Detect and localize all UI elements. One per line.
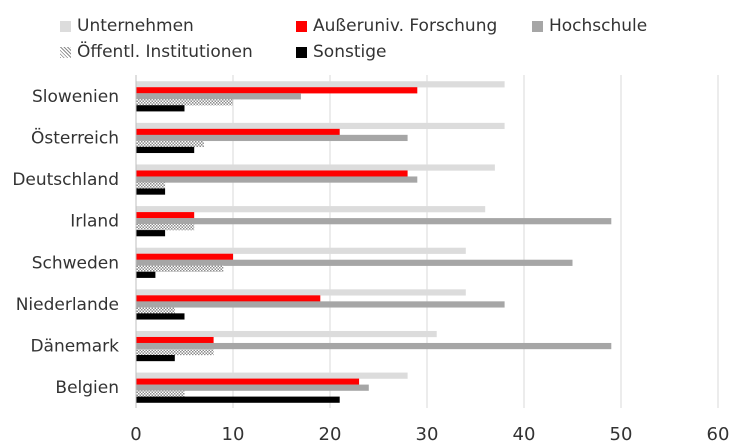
bar-sonstige-niederlande xyxy=(136,313,185,320)
bar-oeffentl-institutionen-belgien xyxy=(136,390,185,397)
category-label-irland: Irland xyxy=(70,212,119,232)
category-label-belgien: Belgien xyxy=(55,378,119,398)
bar-hochschule-schweden xyxy=(136,259,573,266)
x-tick-label: 50 xyxy=(610,424,633,445)
bar-oeffentl-institutionen-oesterreich xyxy=(136,140,204,148)
bar-oeffentl-institutionen-schweden xyxy=(136,265,224,272)
legend-item-unternehmen: Unternehmen xyxy=(60,16,194,36)
bar-oeffentl-institutionen-niederlande xyxy=(136,307,175,314)
bar-oeffentl-institutionen-irland xyxy=(136,224,195,231)
bar-unternehmen-deutschland xyxy=(136,164,495,171)
bar-unternehmen-slowenien xyxy=(136,81,505,88)
bar-sonstige-schweden xyxy=(136,271,156,278)
bar-hochschule-daenemark xyxy=(136,342,612,350)
bar-unternehmen-schweden xyxy=(136,247,466,254)
bar-sonstige-belgien xyxy=(136,396,340,403)
bar-unternehmen-daenemark xyxy=(136,330,437,338)
legend-swatch-unternehmen xyxy=(60,20,71,32)
x-tick-label: 10 xyxy=(222,424,245,445)
legend-label-hochschule: Hochschule xyxy=(549,16,648,36)
bar-oeffentl-institutionen-slowenien xyxy=(136,99,233,106)
legend-item-oeffentl-institutionen: Öffentl. Institutionen xyxy=(60,42,253,62)
bar-oeffentl-institutionen-deutschland xyxy=(136,182,166,189)
legend-label-ausseruniv-forschung: Außeruniv. Forschung xyxy=(313,16,498,36)
bar-hochschule-niederlande xyxy=(136,301,505,308)
bar-ausseruniv-forschung-belgien xyxy=(136,378,360,385)
bar-sonstige-daenemark xyxy=(136,354,175,362)
legend-label-oeffentl-institutionen: Öffentl. Institutionen xyxy=(77,42,253,62)
category-label-daenemark: Dänemark xyxy=(30,337,119,357)
bar-hochschule-belgien xyxy=(136,384,369,391)
axes: 0 10 20 30 40 50 60 Slowenien Österreich Deutschl… xyxy=(12,75,729,445)
x-tick-label: 60 xyxy=(707,424,730,445)
bar-sonstige-deutschland xyxy=(136,188,166,195)
legend-item-sonstige: Sonstige xyxy=(296,42,386,62)
x-tick-label: 30 xyxy=(416,424,439,445)
chart-legend: Unternehmen Außeruniv. Forschung Hochsch… xyxy=(0,0,750,66)
bar-hochschule-deutschland xyxy=(136,176,418,183)
bar-unternehmen-oesterreich xyxy=(136,122,505,130)
category-label-slowenien: Slowenien xyxy=(32,87,119,107)
bar-unternehmen-niederlande xyxy=(136,289,466,296)
category-label-niederlande: Niederlande xyxy=(16,295,119,315)
x-tick-label: 40 xyxy=(513,424,536,445)
bar-ausseruniv-forschung-slowenien xyxy=(136,87,418,94)
category-label-schweden: Schweden xyxy=(32,253,119,273)
legend-swatch-ausseruniv-forschung xyxy=(296,20,307,32)
bars xyxy=(136,81,612,403)
legend-swatch-sonstige xyxy=(296,46,307,58)
category-label-deutschland: Deutschland xyxy=(12,170,119,190)
bar-ausseruniv-forschung-oesterreich xyxy=(136,128,340,136)
bar-sonstige-irland xyxy=(136,230,166,237)
legend-item-hochschule: Hochschule xyxy=(532,16,647,36)
bar-oeffentl-institutionen-daenemark xyxy=(136,348,214,356)
legend-label-unternehmen: Unternehmen xyxy=(77,16,194,36)
category-label-oesterreich: Österreich xyxy=(31,126,119,148)
legend-swatch-hochschule xyxy=(532,20,543,32)
bar-ausseruniv-forschung-niederlande xyxy=(136,295,321,302)
bar-ausseruniv-forschung-deutschland xyxy=(136,170,408,177)
bar-ausseruniv-forschung-irland xyxy=(136,212,195,219)
bar-ausseruniv-forschung-schweden xyxy=(136,253,233,260)
bar-hochschule-irland xyxy=(136,218,612,225)
bar-unternehmen-irland xyxy=(136,206,486,213)
bar-hochschule-slowenien xyxy=(136,93,301,100)
legend-label-sonstige: Sonstige xyxy=(313,42,387,62)
bar-ausseruniv-forschung-daenemark xyxy=(136,336,214,344)
x-tick-label: 20 xyxy=(319,424,342,445)
legend-item-ausseruniv-forschung: Außeruniv. Forschung xyxy=(296,16,497,36)
bar-unternehmen-belgien xyxy=(136,372,408,379)
bar-sonstige-oesterreich xyxy=(136,146,195,154)
x-tick-label: 0 xyxy=(130,424,141,445)
bar-sonstige-slowenien xyxy=(136,105,185,112)
legend-swatch-oeffentl-institutionen xyxy=(60,46,71,58)
bar-hochschule-oesterreich xyxy=(136,134,408,142)
